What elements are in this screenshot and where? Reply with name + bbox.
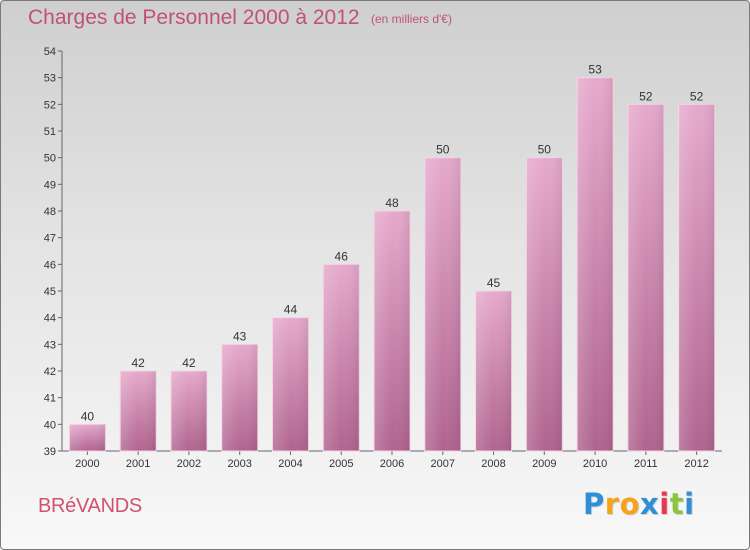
data-label: 48 [385, 196, 399, 210]
data-label: 46 [335, 249, 349, 263]
bar-shade [627, 104, 664, 451]
y-tick-label: 44 [44, 313, 56, 325]
chart-title: Charges de Personnel 2000 à 2012 [28, 6, 360, 29]
data-label: 44 [284, 303, 298, 317]
y-tick-label: 42 [44, 366, 56, 378]
data-label: 42 [182, 356, 196, 370]
y-tick-label: 54 [44, 46, 56, 58]
y-tick-label: 45 [44, 286, 56, 298]
bar-shade [678, 104, 715, 451]
data-label: 50 [436, 143, 450, 157]
data-labels: 40 42 42 43 44 46 48 50 45 50 53 52 52 [81, 63, 704, 424]
logo-letter: t [669, 487, 685, 521]
x-tick-label: 2008 [481, 458, 505, 470]
bar-shade [424, 157, 461, 451]
y-tick-label: 49 [44, 179, 56, 191]
y-tick-label: 51 [44, 126, 56, 138]
logo-letter: r [604, 487, 620, 521]
proxiti-logo: Proxiti [583, 487, 695, 521]
bars [68, 77, 716, 452]
y-tick-label: 50 [44, 153, 56, 165]
data-label: 43 [233, 329, 247, 343]
x-tick-label: 2009 [532, 458, 556, 470]
bar-shade [323, 264, 360, 451]
logo-letter: i [684, 487, 695, 521]
y-tick-label: 40 [44, 419, 56, 431]
data-label: 42 [131, 356, 145, 370]
logo-letter: P [583, 487, 605, 521]
y-tick-label: 43 [44, 339, 56, 351]
data-label: 52 [690, 89, 704, 103]
data-label: 40 [81, 409, 95, 423]
data-label: 52 [639, 89, 653, 103]
y-tick-label: 53 [44, 73, 56, 85]
x-tick-label: 2007 [431, 458, 455, 470]
logo-letter: o [619, 487, 641, 521]
bar-shade [526, 157, 563, 451]
x-tick-label: 2002 [177, 458, 201, 470]
bar-shade [475, 291, 512, 451]
x-tick-label: 2011 [634, 458, 658, 470]
commune-name: BRéVANDS [38, 495, 142, 517]
x-tick-label: 2001 [126, 458, 150, 470]
x-tick-label: 2012 [684, 458, 708, 470]
bar-shade [69, 424, 106, 451]
y-tick-label: 52 [44, 99, 56, 111]
x-tick-label: 2003 [227, 458, 251, 470]
y-tick-label: 48 [44, 206, 56, 218]
data-label: 53 [588, 63, 602, 77]
x-tick-label: 2005 [329, 458, 353, 470]
bar-shade [272, 317, 309, 451]
y-tick-label: 41 [44, 393, 56, 405]
bar-shade [374, 211, 410, 451]
x-tick-label: 2000 [75, 458, 99, 470]
logo-letter: x [640, 487, 660, 521]
bar-shade [170, 371, 207, 451]
x-tick-label: 2004 [278, 458, 302, 470]
bar-shade [577, 77, 614, 452]
x-tick-label: 2006 [380, 458, 404, 470]
chart-subtitle: (en milliers d'€) [371, 12, 452, 26]
data-label: 45 [487, 276, 501, 290]
data-label: 50 [538, 143, 552, 157]
y-tick-label: 47 [44, 233, 56, 245]
logo-letter: i [659, 487, 670, 521]
bar-shade [221, 344, 258, 451]
x-tick-label: 2010 [583, 458, 607, 470]
y-tick-label: 46 [44, 259, 56, 271]
y-tick-label: 39 [44, 446, 56, 458]
bar-shade [120, 371, 157, 451]
